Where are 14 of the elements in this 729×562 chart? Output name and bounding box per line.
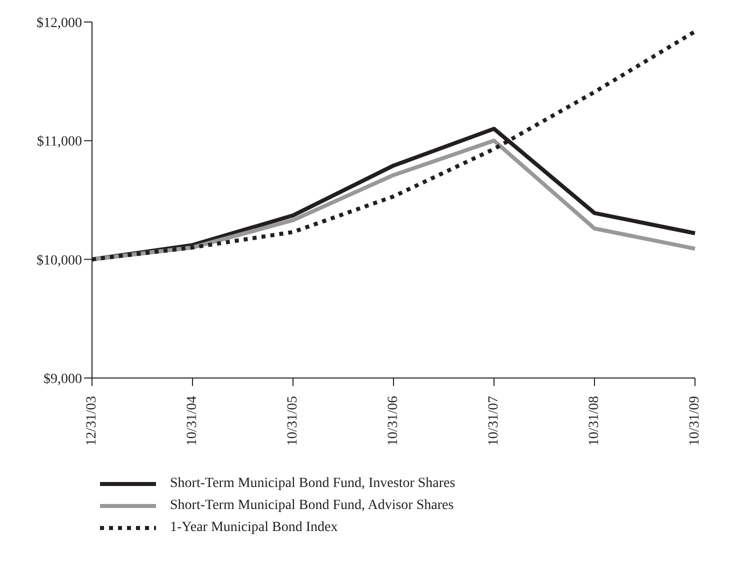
legend-label: 1-Year Municipal Bond Index (170, 520, 338, 536)
x-tick-label: 10/31/09 (688, 396, 702, 446)
x-tick-label: 10/31/07 (486, 396, 502, 446)
x-tick-label: 10/31/05 (286, 396, 300, 446)
legend-label: Short-Term Municipal Bond Fund, Advisor Shares (170, 498, 454, 514)
y-tick-label: $12,000 (36, 16, 82, 31)
y-tick-label: $11,000 (37, 134, 82, 150)
y-tick-label: $9,000 (44, 372, 82, 387)
legend-label: Short-Term Municipal Bond Fund, Investor Shares (170, 476, 456, 492)
x-tick-label: 10/31/06 (386, 396, 401, 446)
x-tick-label: 12/31/03 (84, 396, 100, 446)
y-tick-label: $10,000 (36, 253, 82, 268)
x-tick-label: 10/31/04 (185, 396, 200, 446)
x-tick-label: 10/31/08 (587, 396, 602, 446)
